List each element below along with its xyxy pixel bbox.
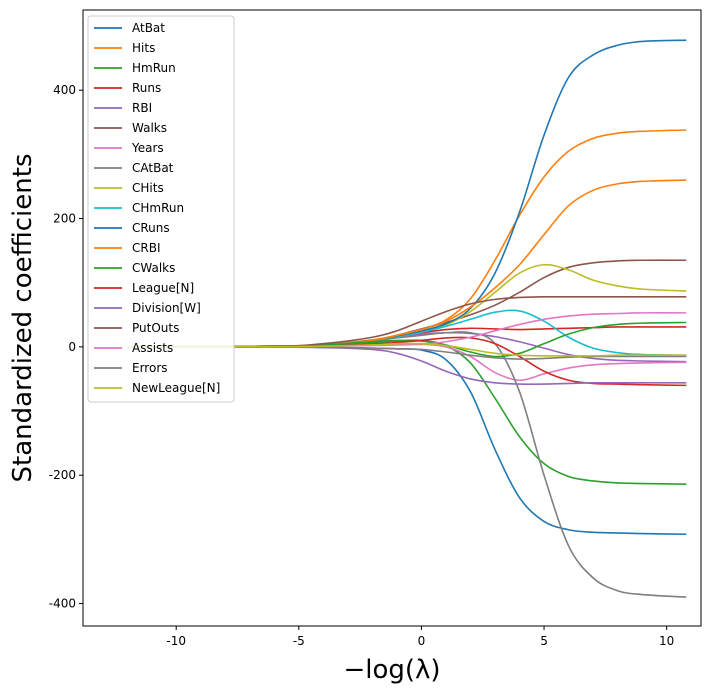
series-line-newleague-n: [127, 342, 687, 357]
legend-label: Years: [131, 141, 164, 155]
legend-label: CRBI: [132, 241, 161, 255]
x-axis-title: −log(λ): [343, 655, 440, 685]
legend-label: NewLeague[N]: [132, 381, 220, 395]
y-tick-label: 400: [53, 83, 76, 97]
legend-label: CRuns: [132, 221, 170, 235]
x-tick-label: 5: [540, 634, 548, 648]
y-tick-label: 0: [68, 340, 76, 354]
series-line-errors: [127, 346, 687, 360]
legend-label: CWalks: [132, 261, 175, 275]
legend: AtBat Hits HmRun Runs RBI Walks Years CAtBat CHi…: [87, 15, 235, 403]
legend-label: HmRun: [132, 61, 176, 75]
x-tick-label: -5: [293, 634, 305, 648]
legend-label: Hits: [132, 41, 155, 55]
x-tick-label: -10: [166, 634, 186, 648]
legend-label: Division[W]: [132, 301, 201, 315]
y-tick-label: -400: [49, 597, 76, 611]
legend-label: Errors: [132, 361, 168, 375]
legend-label: CHmRun: [132, 201, 184, 215]
legend-label: PutOuts: [132, 321, 179, 335]
plot-frame: [82, 9, 702, 627]
series-line-putouts: [127, 295, 687, 348]
x-tick-label: 10: [659, 634, 674, 648]
legend-label: Walks: [132, 121, 167, 135]
y-tick-label: 200: [53, 212, 76, 226]
legend-box: [87, 15, 235, 403]
legend-label: CAtBat: [132, 161, 174, 175]
legend-label: AtBat: [132, 21, 165, 35]
ticks-layer: -10 -5 0 5 10 400 200 0 -200 -400: [49, 83, 675, 648]
legend-label: Runs: [132, 81, 161, 95]
legend-label: League[N]: [132, 281, 194, 295]
legend-label: CHits: [132, 181, 164, 195]
series-line-cwalks: [127, 321, 687, 358]
x-tick-label: 0: [418, 634, 426, 648]
y-axis-title: Standardized coefficients: [8, 154, 38, 483]
series-layer: [127, 39, 687, 598]
y-tick-label: -200: [49, 468, 76, 482]
legend-label: RBI: [132, 101, 152, 115]
legend-label: Assists: [132, 341, 173, 355]
